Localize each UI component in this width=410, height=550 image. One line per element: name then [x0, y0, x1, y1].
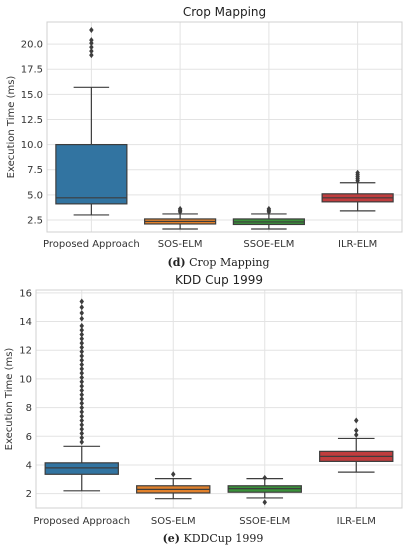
- outlier-point: [79, 396, 84, 402]
- outlier-point: [79, 352, 84, 359]
- outlier-point: [262, 499, 267, 506]
- box-ilr-elm: [321, 169, 394, 212]
- box-iqr: [55, 143, 128, 205]
- outlier-point: [89, 27, 94, 34]
- outlier-point: [89, 37, 94, 44]
- x-tick-label: ILR-ELM: [338, 239, 377, 250]
- outlier-point: [89, 44, 94, 51]
- outlier-point: [266, 205, 272, 212]
- box-proposed-approach: [55, 27, 128, 216]
- plot-frame: [46, 21, 403, 233]
- y-tick-label: 10.0: [21, 140, 43, 151]
- outlier-point: [79, 340, 84, 347]
- box-iqr: [44, 462, 119, 475]
- plot-frame: [35, 289, 403, 509]
- outlier-point: [177, 205, 183, 212]
- outlier-point: [354, 417, 359, 424]
- y-tick-label: 15.0: [21, 90, 43, 101]
- y-tick-label: 17.5: [21, 65, 43, 76]
- x-tick-label: SSOE-ELM: [243, 239, 294, 250]
- outlier-point: [354, 431, 359, 438]
- box-proposed-approach: [44, 298, 119, 492]
- outlier-point: [79, 309, 84, 316]
- outlier-point: [79, 327, 84, 334]
- y-tick-label: 5.0: [27, 190, 43, 201]
- y-tick-label: 7.5: [27, 165, 43, 176]
- outlier-point: [79, 331, 84, 338]
- y-tick-label: 16: [19, 288, 32, 299]
- outlier-point: [89, 52, 94, 59]
- chart-title: KDD Cup 1999: [175, 273, 263, 287]
- outlier-point: [79, 391, 84, 398]
- outlier-point: [79, 383, 84, 390]
- outlier-point: [79, 408, 84, 415]
- caption-text: KDDCup 1999: [180, 532, 263, 545]
- outlier-point: [79, 348, 84, 355]
- outlier-point: [79, 430, 84, 437]
- outlier-point: [79, 298, 84, 305]
- outlier-point: [79, 426, 84, 433]
- outlier-point: [171, 471, 176, 478]
- chart-title: Crop Mapping: [183, 5, 266, 19]
- outlier-point: [79, 361, 84, 368]
- outlier-point: [355, 169, 360, 176]
- outlier-point: [79, 315, 84, 322]
- outlier-point: [79, 404, 84, 411]
- outlier-point: [79, 439, 84, 446]
- outlier-point: [79, 344, 84, 351]
- outlier-point: [79, 322, 84, 329]
- caption-label: (d): [168, 256, 186, 269]
- x-tick-label: Proposed Approach: [43, 239, 140, 250]
- caption-text: Crop Mapping: [186, 256, 270, 269]
- outlier-point: [79, 370, 84, 377]
- outlier-point: [79, 335, 84, 342]
- x-tick-label: SOS-ELM: [158, 239, 203, 250]
- y-tick-label: 12: [19, 346, 32, 357]
- outlier-point: [79, 365, 84, 372]
- box-ssoe-elm: [227, 474, 302, 506]
- x-tick-label: Proposed Approach: [33, 516, 130, 527]
- outlier-point: [79, 387, 84, 394]
- figure-caption: (d) Crop Mapping: [168, 256, 270, 269]
- box-sos-elm: [144, 205, 217, 230]
- y-tick-label: 8: [26, 403, 32, 414]
- chart-panel-d: 2.5 5.0 7.5 10.0 12.5 15.0 17.5 20.0 Crop Mappin…: [6, 5, 403, 269]
- y-axis-label: Execution Time (ms): [6, 76, 17, 179]
- box-ilr-elm: [319, 417, 394, 473]
- y-tick-label: 2: [26, 489, 32, 500]
- outlier-point: [79, 413, 84, 420]
- outlier-point: [79, 378, 84, 385]
- x-tick-label: ILR-ELM: [337, 516, 376, 527]
- y-tick-label: 10: [19, 374, 32, 385]
- outlier-point: [79, 417, 84, 424]
- y-tick-label: 4: [26, 460, 32, 471]
- outlier-point: [79, 434, 84, 441]
- outlier-point: [89, 48, 94, 55]
- outlier-point: [354, 427, 359, 434]
- y-axis-label: Execution Time (ms): [4, 348, 15, 451]
- x-tick-label: SSOE-ELM: [239, 516, 290, 527]
- y-tick-label: 20.0: [21, 40, 43, 51]
- x-tick-label: SOS-ELM: [151, 516, 196, 527]
- caption-label: (e): [163, 532, 180, 545]
- y-tick-label: 12.5: [21, 115, 43, 126]
- box-sos-elm: [136, 471, 211, 500]
- outlier-point: [89, 40, 94, 47]
- y-tick-label: 6: [26, 432, 32, 443]
- y-tick-label: 14: [19, 317, 32, 328]
- chart-panel-e: 2 4 6 8 10 12 14 16 KDD Cup 1999 Execution Time (…: [4, 273, 403, 545]
- outlier-point: [79, 357, 84, 364]
- outlier-point: [79, 400, 84, 407]
- plot-area: [36, 290, 402, 508]
- outlier-point: [79, 304, 84, 311]
- box-ssoe-elm: [232, 205, 305, 230]
- figure-caption: (e) KDDCup 1999: [163, 532, 264, 545]
- outlier-point: [79, 421, 84, 428]
- outlier-point: [79, 374, 84, 381]
- outlier-point: [262, 474, 267, 481]
- y-tick-label: 2.5: [27, 215, 43, 226]
